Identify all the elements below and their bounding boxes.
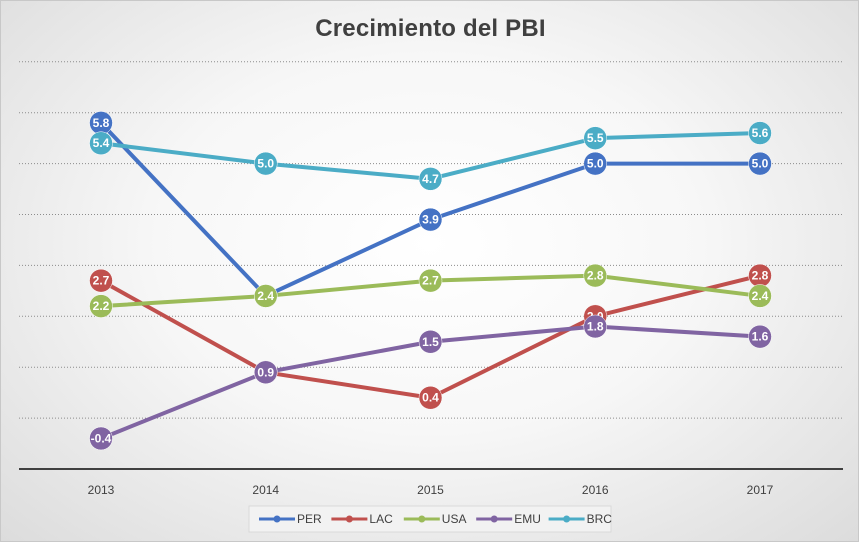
data-label-usa: 2.7: [422, 274, 439, 288]
x-tick-label: 2014: [252, 483, 279, 497]
data-point-emu: [418, 330, 443, 354]
data-label-per: 3.9: [422, 213, 439, 227]
legend-marker-brc: [563, 515, 571, 523]
data-point-usa: [418, 268, 443, 293]
data-label-emu: 1.8: [587, 319, 604, 333]
data-point-brc: [254, 151, 278, 176]
data-point-usa: [89, 294, 113, 318]
data-point-brc: [418, 167, 443, 191]
data-label-brc: 5.4: [93, 136, 110, 150]
data-point-lac: [89, 268, 113, 293]
data-label-lac: 2.8: [752, 269, 769, 283]
data-point-per: [583, 151, 607, 176]
data-label-usa: 2.4: [752, 289, 769, 303]
x-tick-label: 2015: [417, 483, 444, 497]
data-label-lac: 0.4: [422, 391, 439, 405]
data-point-usa: [748, 284, 772, 308]
data-label-emu: 1.6: [752, 330, 769, 344]
data-point-emu: [583, 314, 607, 339]
legend-marker-lac: [345, 515, 353, 523]
data-label-per: 5.0: [587, 157, 604, 171]
legend-label-brc: BRC: [587, 512, 613, 526]
data-label-usa: 2.8: [587, 269, 604, 283]
data-point-per: [418, 207, 443, 232]
legend-label-emu: EMU: [514, 512, 541, 526]
x-tick-label: 2016: [582, 483, 609, 497]
data-point-per: [748, 151, 772, 176]
x-tick-label: 2017: [747, 483, 774, 497]
data-point-lac: [418, 385, 443, 410]
data-label-brc: 5.5: [587, 131, 604, 145]
data-label-brc: 5.0: [257, 157, 274, 171]
data-label-emu: -0.4: [91, 431, 112, 445]
chart-title: Crecimiento del PBI: [315, 15, 546, 42]
data-label-per: 5.8: [93, 116, 110, 130]
data-point-brc: [748, 121, 772, 145]
data-label-lac: 2.7: [93, 274, 110, 288]
data-label-usa: 2.2: [93, 299, 110, 313]
legend-marker-emu: [490, 515, 498, 523]
data-label-brc: 5.6: [752, 126, 769, 140]
data-point-brc: [583, 126, 607, 150]
data-point-brc: [89, 131, 113, 155]
data-point-emu: [254, 360, 278, 385]
data-point-emu: [89, 426, 113, 451]
legend-label-usa: USA: [442, 512, 467, 526]
data-point-usa: [583, 263, 607, 288]
x-tick-label: 2013: [88, 483, 115, 497]
legend-label-lac: LAC: [369, 512, 393, 526]
data-label-emu: 0.9: [257, 365, 274, 379]
legend-label-per: PER: [297, 512, 322, 526]
data-label-brc: 4.7: [422, 172, 439, 186]
data-label-emu: 1.5: [422, 335, 439, 349]
data-label-usa: 2.4: [257, 289, 274, 303]
data-point-emu: [748, 324, 772, 349]
legend-marker-usa: [418, 515, 426, 523]
data-label-per: 5.0: [752, 157, 769, 171]
legend-marker-per: [273, 515, 281, 523]
data-point-usa: [254, 284, 278, 308]
